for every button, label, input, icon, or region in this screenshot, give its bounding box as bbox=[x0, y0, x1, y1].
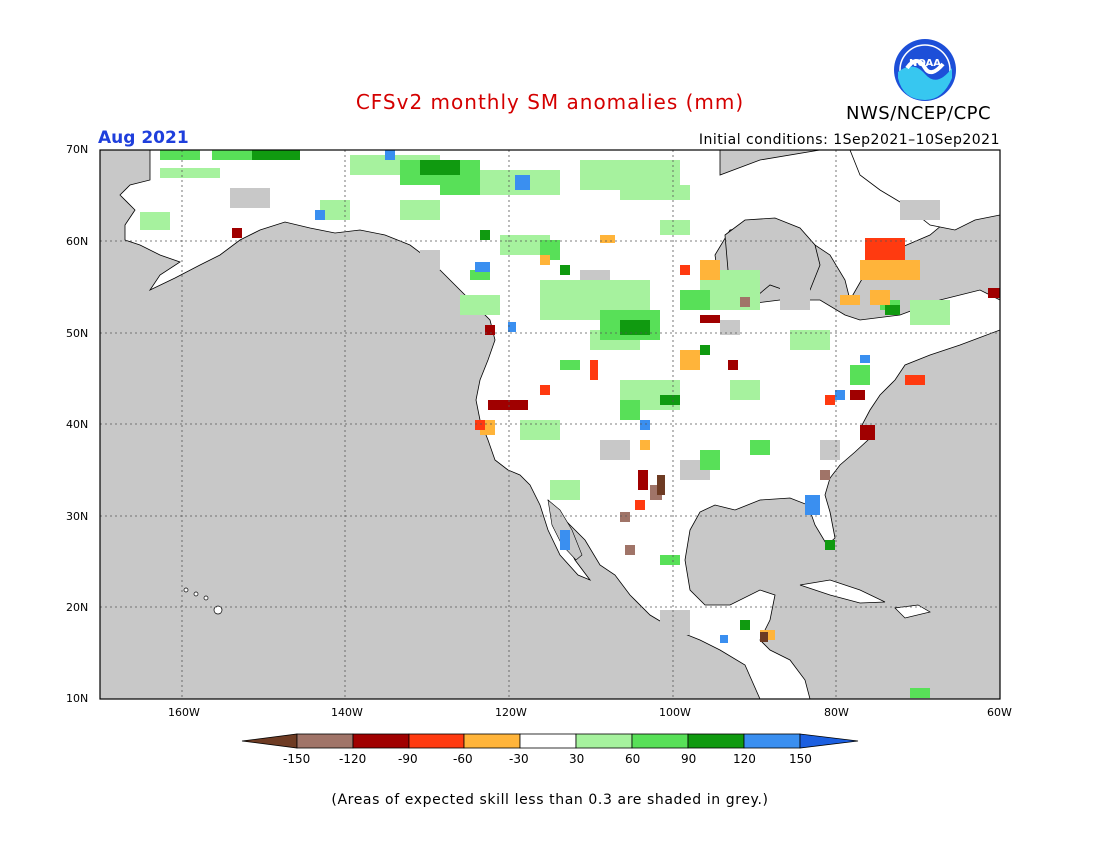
colorbar-bin-1 bbox=[296, 733, 354, 749]
agency-label: NWS/NCEP/CPC bbox=[846, 103, 992, 124]
colorbar-low-arrow bbox=[241, 733, 298, 749]
colorbar-tick: -30 bbox=[509, 752, 529, 766]
logo-text: NOAA bbox=[909, 58, 941, 69]
lon-label-120w: 120W bbox=[495, 706, 527, 719]
cuba-land bbox=[799, 579, 886, 604]
map-frame bbox=[99, 149, 1001, 700]
lon-label-80w: 80W bbox=[824, 706, 849, 719]
colorbar-tick: -150 bbox=[283, 752, 311, 766]
colorbar-high-arrow bbox=[799, 733, 859, 749]
colorbar-tick: 30 bbox=[569, 752, 585, 766]
colorbar-tick: 90 bbox=[681, 752, 697, 766]
initial-conditions: Initial conditions: 1Sep2021–10Sep2021 bbox=[698, 132, 1000, 148]
colorbar-bin-7 bbox=[631, 733, 689, 749]
colorbar-tick: 120 bbox=[733, 752, 756, 766]
lat-label-50n: 50N bbox=[66, 327, 89, 340]
colorbar-bin-5 bbox=[519, 733, 577, 749]
colorbar-bin-4 bbox=[463, 733, 521, 749]
noaa-logo-icon: NOAA bbox=[894, 39, 956, 101]
colorbar-tick: -90 bbox=[398, 752, 418, 766]
colorbar-bin-3 bbox=[408, 733, 465, 749]
colorbar-bin-6 bbox=[575, 733, 633, 749]
lat-label-20n: 20N bbox=[66, 601, 89, 614]
colorbar-tick: 60 bbox=[625, 752, 641, 766]
colorbar-tick: -120 bbox=[339, 752, 367, 766]
colorbar bbox=[241, 733, 859, 749]
skill-footnote: (Areas of expected skill less than 0.3 a… bbox=[331, 792, 769, 808]
colorbar-bin-8 bbox=[687, 733, 745, 749]
lat-label-60n: 60N bbox=[66, 235, 89, 248]
colorbar-bin-2 bbox=[352, 733, 410, 749]
colorbar-tick: -60 bbox=[453, 752, 473, 766]
anomaly-cells bbox=[140, 150, 1000, 698]
forecast-month: Aug 2021 bbox=[98, 128, 189, 148]
colorbar-bin-9 bbox=[743, 733, 801, 749]
chart-title: CFSv2 monthly SM anomalies (mm) bbox=[355, 90, 745, 114]
colorbar-tick: 150 bbox=[789, 752, 812, 766]
greenland-land bbox=[849, 150, 1000, 231]
lat-label-30n: 30N bbox=[66, 510, 89, 523]
lat-label-70n: 70N bbox=[66, 143, 89, 156]
lon-label-60w: 60W bbox=[987, 706, 1012, 719]
lat-label-40n: 40N bbox=[66, 418, 89, 431]
hawaii-islands bbox=[183, 587, 223, 615]
hispaniola-land bbox=[894, 604, 931, 619]
lon-label-100w: 100W bbox=[659, 706, 691, 719]
lon-label-160w: 160W bbox=[168, 706, 200, 719]
lon-label-140w: 140W bbox=[331, 706, 363, 719]
map-gridlines bbox=[100, 150, 1000, 699]
lat-label-10n: 10N bbox=[66, 692, 89, 705]
